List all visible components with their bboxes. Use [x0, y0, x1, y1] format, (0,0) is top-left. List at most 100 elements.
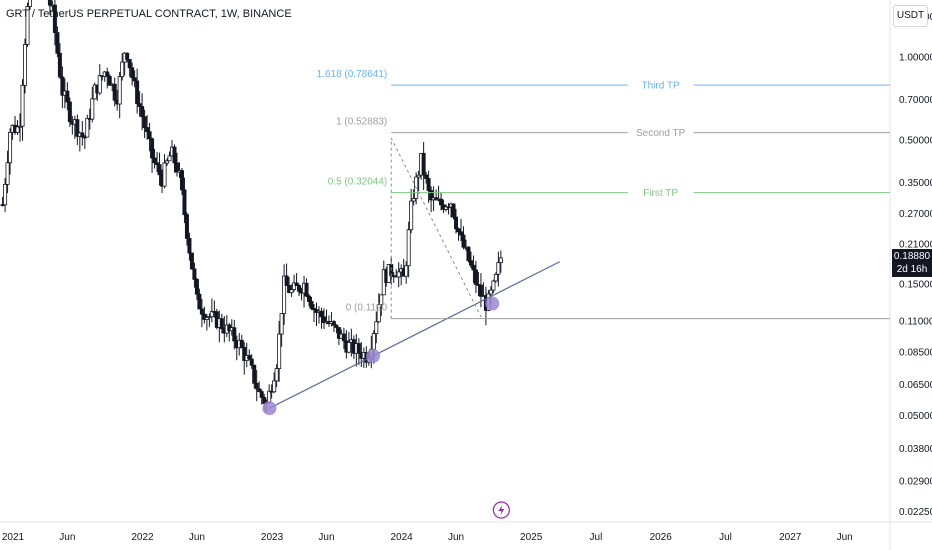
- candle-body: [137, 103, 142, 107]
- fib-level-label: 1 (0.52883): [336, 117, 387, 128]
- candle-body: [142, 116, 147, 128]
- take-profit-label: Third TP: [642, 81, 680, 92]
- candle-body: [334, 324, 339, 328]
- time-tick-label: Jun: [59, 532, 75, 543]
- candle-body: [202, 313, 207, 320]
- price-tick-label: 0.11000: [899, 317, 932, 328]
- candle-body: [165, 160, 170, 164]
- candle-body: [498, 257, 503, 264]
- candle-body: [135, 80, 140, 104]
- time-tick-label: Jun: [189, 532, 205, 543]
- candle-body: [199, 308, 204, 315]
- candle-body: [47, 0, 52, 6]
- candle-body: [458, 231, 463, 236]
- candle-body: [284, 275, 289, 286]
- candle-body: [15, 126, 20, 133]
- candle-body: [287, 285, 292, 293]
- last-price-tag: 0.18880 2d 16h: [892, 249, 932, 278]
- candle-body: [454, 216, 459, 230]
- time-tick-label: Jun: [448, 532, 464, 543]
- candle-body: [167, 155, 172, 162]
- candle-body: [20, 84, 25, 127]
- candle-body: [187, 237, 192, 254]
- candle-body: [127, 59, 132, 69]
- candle-body: [197, 293, 202, 310]
- candle-body: [406, 229, 411, 267]
- candle-body: [155, 162, 160, 166]
- candle-body: [439, 198, 444, 206]
- candle-body: [140, 106, 145, 118]
- candle-body: [272, 380, 277, 393]
- candle-body: [162, 162, 167, 187]
- time-tick-label: 2023: [261, 532, 284, 543]
- candle-body: [307, 295, 312, 302]
- candle-body: [8, 131, 13, 164]
- time-tick-label: Jul: [719, 532, 732, 543]
- price-tick-label: 0.03800: [899, 444, 932, 455]
- support-trendline: [269, 261, 560, 409]
- fib-level-label: 0.5 (0.32044): [328, 177, 388, 188]
- candle-body: [5, 162, 10, 185]
- candle-body: [184, 214, 189, 239]
- candle-body: [174, 162, 179, 173]
- take-profit-label: First TP: [643, 188, 678, 199]
- candle-body: [416, 174, 421, 178]
- candle-body: [279, 313, 284, 335]
- price-tick-label: 0.06500: [899, 380, 932, 391]
- price-tick-label: 1.00000: [899, 52, 932, 63]
- candle-body: [67, 101, 72, 123]
- candle-body: [321, 316, 326, 324]
- candle-body: [97, 75, 102, 94]
- candle-body: [289, 289, 294, 293]
- price-tick-label: 0.05000: [899, 411, 932, 422]
- candle-body: [294, 282, 299, 286]
- candle-body: [194, 279, 199, 295]
- candle-body: [309, 301, 314, 309]
- candle-body: [242, 346, 247, 362]
- candle-body: [376, 304, 381, 323]
- candle-body: [52, 4, 57, 33]
- price-tick-label: 0.02900: [899, 476, 932, 487]
- time-tick-label: 2025: [520, 532, 543, 543]
- price-tick-label: 0.08500: [899, 348, 932, 359]
- candle-body: [23, 44, 28, 86]
- candle-body: [130, 67, 135, 79]
- candle-body: [232, 327, 237, 342]
- candle-body: [396, 271, 401, 278]
- candle-body: [259, 391, 264, 398]
- price-tick-label: 0.15000: [899, 280, 932, 291]
- candle-body: [179, 170, 184, 191]
- candle-body: [257, 388, 262, 392]
- candle-body: [496, 262, 501, 275]
- candle-body: [426, 178, 431, 191]
- fib-zigzag-dashed: [390, 137, 483, 319]
- time-tick-label: 2026: [650, 532, 673, 543]
- candle-body: [451, 203, 456, 218]
- candle-body: [491, 280, 496, 291]
- candle-body: [379, 294, 384, 306]
- candle-body: [277, 333, 282, 369]
- tp-label-bg: [627, 125, 694, 139]
- candle-body: [247, 355, 252, 360]
- candle-body: [90, 98, 95, 120]
- time-tick-label: 2021: [2, 532, 25, 543]
- candle-body: [150, 138, 155, 159]
- time-tick-label: Jun: [837, 532, 853, 543]
- candle-body: [55, 32, 60, 54]
- candle-body: [331, 321, 336, 326]
- candle-body: [466, 246, 471, 262]
- candle-body: [157, 164, 162, 176]
- candle-body: [468, 260, 473, 266]
- candle-body: [145, 127, 150, 133]
- candle-body: [456, 228, 461, 233]
- candle-body: [18, 125, 23, 128]
- candle-body: [25, 6, 30, 45]
- candle-body: [374, 321, 379, 335]
- currency-selector[interactable]: USDT: [893, 5, 928, 27]
- candle-body: [404, 265, 409, 277]
- candle-body: [312, 308, 317, 311]
- price-tick-label: 0.50000: [899, 135, 932, 146]
- candle-body: [297, 285, 302, 292]
